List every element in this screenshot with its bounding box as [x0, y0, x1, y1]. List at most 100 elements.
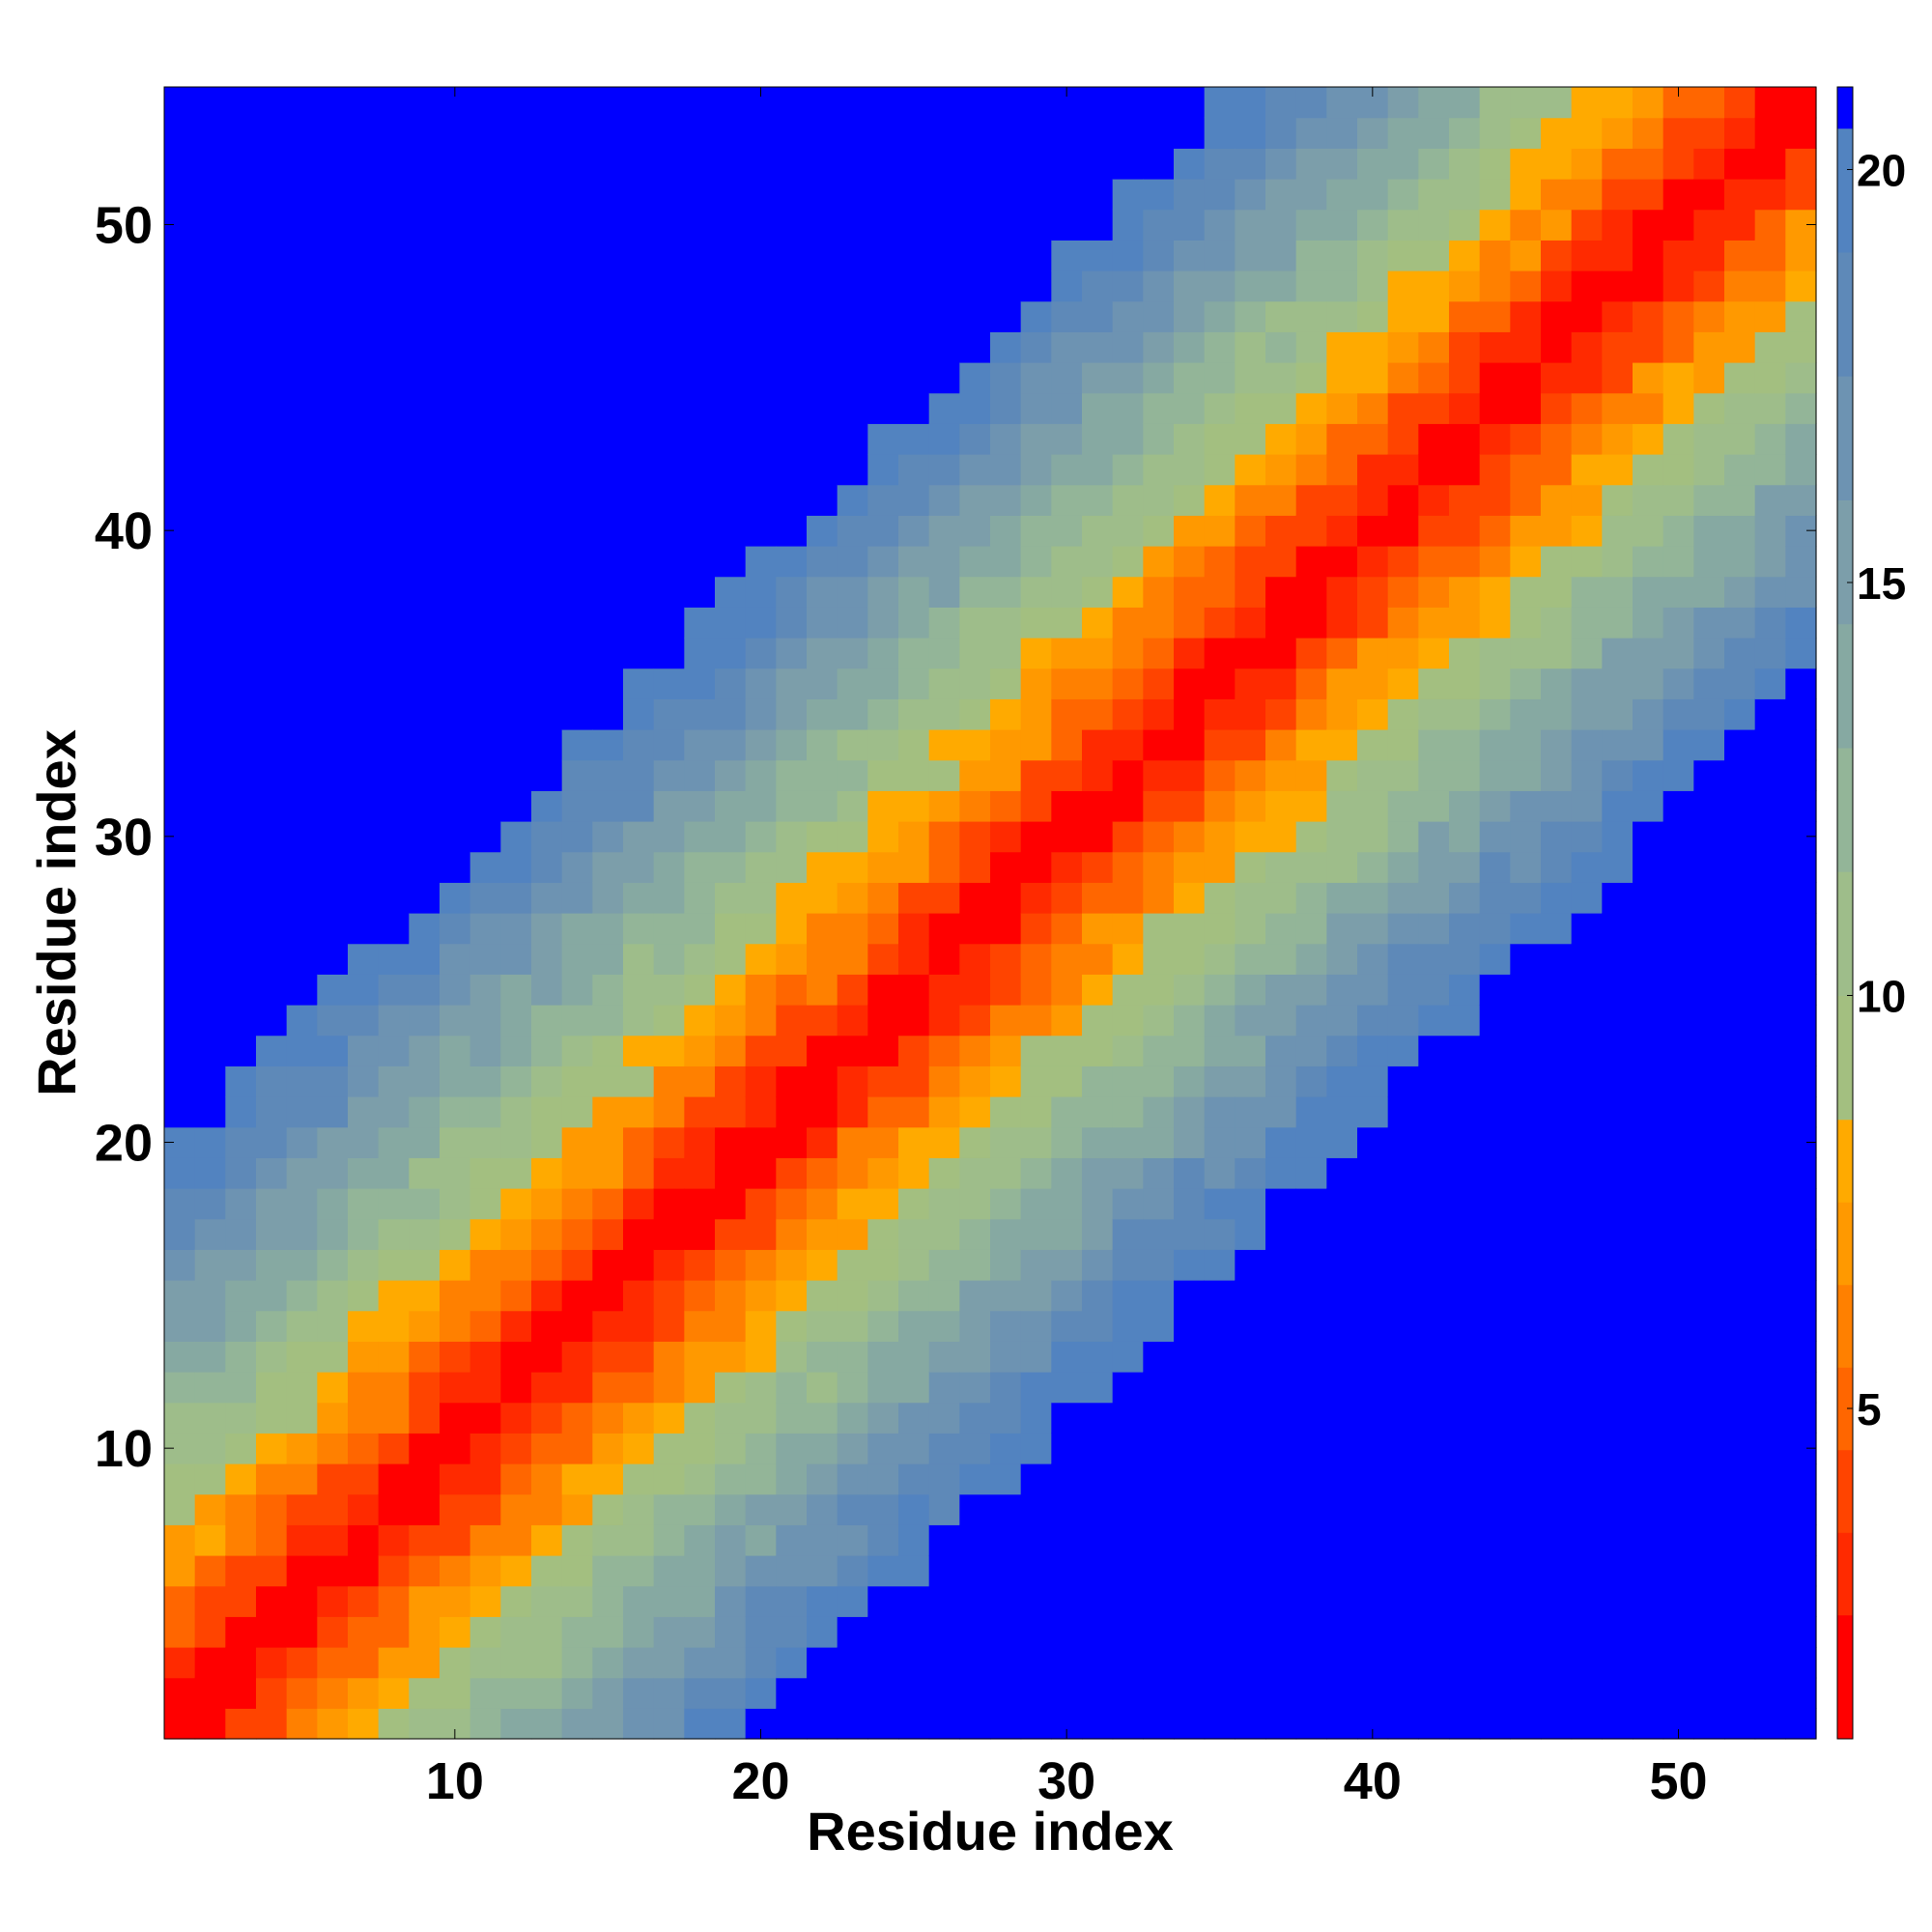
heatmap-cell — [348, 1310, 380, 1342]
heatmap-cell — [1082, 1402, 1114, 1434]
heatmap-cell — [469, 546, 501, 578]
heatmap-cell — [684, 209, 716, 241]
heatmap-cell — [1112, 638, 1144, 669]
heatmap-cell — [1387, 759, 1419, 791]
heatmap-cell — [1082, 1280, 1114, 1312]
heatmap-cell — [1387, 1616, 1419, 1648]
heatmap-cell — [1418, 1463, 1450, 1495]
heatmap-cell — [500, 1463, 532, 1495]
heatmap-cell — [745, 1493, 777, 1525]
heatmap-cell — [1051, 1493, 1083, 1525]
y-tick-label: 30 — [95, 809, 153, 867]
heatmap-cell — [898, 87, 930, 119]
heatmap-cell — [409, 1218, 440, 1250]
heatmap-cell — [500, 117, 532, 149]
heatmap-cell — [1510, 362, 1542, 394]
heatmap-cell — [1235, 913, 1266, 945]
heatmap-cell — [684, 668, 716, 699]
heatmap-cell — [256, 392, 288, 424]
heatmap-cell — [1112, 1035, 1144, 1066]
heatmap-cell — [1387, 1585, 1419, 1617]
heatmap-cell — [776, 1372, 808, 1404]
heatmap-cell — [1082, 913, 1114, 945]
heatmap-cell — [440, 1555, 471, 1587]
heatmap-cell — [225, 1524, 257, 1556]
heatmap-cell — [1051, 1249, 1083, 1281]
heatmap-cell — [1235, 331, 1266, 363]
heatmap-cell — [1541, 638, 1573, 669]
heatmap-cell — [1143, 821, 1175, 853]
heatmap-cell — [1020, 179, 1052, 211]
heatmap-cell — [317, 209, 349, 241]
heatmap-cell — [317, 943, 349, 975]
heatmap-cell — [684, 1433, 716, 1464]
heatmap-cell — [1418, 1341, 1450, 1373]
heatmap-cell — [684, 821, 716, 853]
heatmap-cell — [164, 454, 196, 486]
heatmap-cell — [592, 209, 624, 241]
heatmap-cell — [1174, 913, 1206, 945]
heatmap-cell — [1174, 790, 1206, 822]
heatmap-cell — [959, 1188, 991, 1220]
heatmap-cell — [1082, 790, 1114, 822]
heatmap-cell — [409, 882, 440, 914]
heatmap-cell — [1479, 882, 1511, 914]
heatmap-cell — [1724, 668, 1756, 699]
heatmap-cell — [194, 1677, 226, 1709]
heatmap-cell — [715, 1280, 747, 1312]
heatmap-cell — [1571, 546, 1603, 578]
heatmap-cell — [1357, 117, 1389, 149]
heatmap-cell — [1112, 1372, 1144, 1404]
heatmap-cell — [837, 1708, 868, 1740]
heatmap-cell — [1571, 423, 1603, 455]
heatmap-cell — [225, 1372, 257, 1404]
heatmap-cell — [194, 1585, 226, 1617]
heatmap-cell — [1418, 1005, 1450, 1037]
heatmap-cell — [286, 790, 318, 822]
heatmap-cell — [1326, 698, 1358, 730]
heatmap-cell — [1326, 1402, 1358, 1434]
heatmap-cell — [1662, 454, 1694, 486]
heatmap-cell — [469, 759, 501, 791]
heatmap-cell — [715, 1096, 747, 1128]
heatmap-cell — [623, 1524, 655, 1556]
heatmap-cell — [1174, 179, 1206, 211]
heatmap-cell — [684, 1188, 716, 1220]
heatmap-cell — [409, 1524, 440, 1556]
heatmap-cell — [1785, 698, 1817, 730]
heatmap-cell — [867, 1677, 899, 1709]
heatmap-cell — [1295, 1096, 1327, 1128]
heatmap-cell — [348, 179, 380, 211]
heatmap-cell — [715, 1249, 747, 1281]
heatmap-cell — [684, 913, 716, 945]
heatmap-cell — [1541, 1585, 1573, 1617]
heatmap-cell — [1051, 790, 1083, 822]
heatmap-cell — [623, 759, 655, 791]
heatmap-cell — [1174, 1677, 1206, 1709]
heatmap-cell — [1662, 1616, 1694, 1648]
heatmap-cell — [1174, 974, 1206, 1006]
heatmap-cell — [1449, 362, 1481, 394]
heatmap-cell — [807, 1616, 838, 1648]
heatmap-cell — [1051, 1157, 1083, 1189]
heatmap-cell — [1785, 1524, 1817, 1556]
heatmap-cell — [1602, 759, 1634, 791]
heatmap-cell — [1265, 209, 1297, 241]
heatmap-cell — [715, 117, 747, 149]
heatmap-cell — [867, 913, 899, 945]
heatmap-cell — [348, 484, 380, 516]
heatmap-cell — [164, 1708, 196, 1740]
heatmap-cell — [1571, 913, 1603, 945]
heatmap-cell — [500, 209, 532, 241]
heatmap-cell — [531, 1524, 563, 1556]
heatmap-cell — [745, 576, 777, 608]
heatmap-cell — [531, 1188, 563, 1220]
heatmap-cell — [1387, 1218, 1419, 1250]
heatmap-cell — [1082, 1035, 1114, 1066]
heatmap-cell — [1633, 270, 1664, 302]
heatmap-cell — [469, 1402, 501, 1434]
heatmap-cell — [684, 1126, 716, 1158]
heatmap-cell — [1051, 974, 1083, 1006]
heatmap-cell — [1387, 1647, 1419, 1679]
heatmap-cell — [1693, 270, 1725, 302]
